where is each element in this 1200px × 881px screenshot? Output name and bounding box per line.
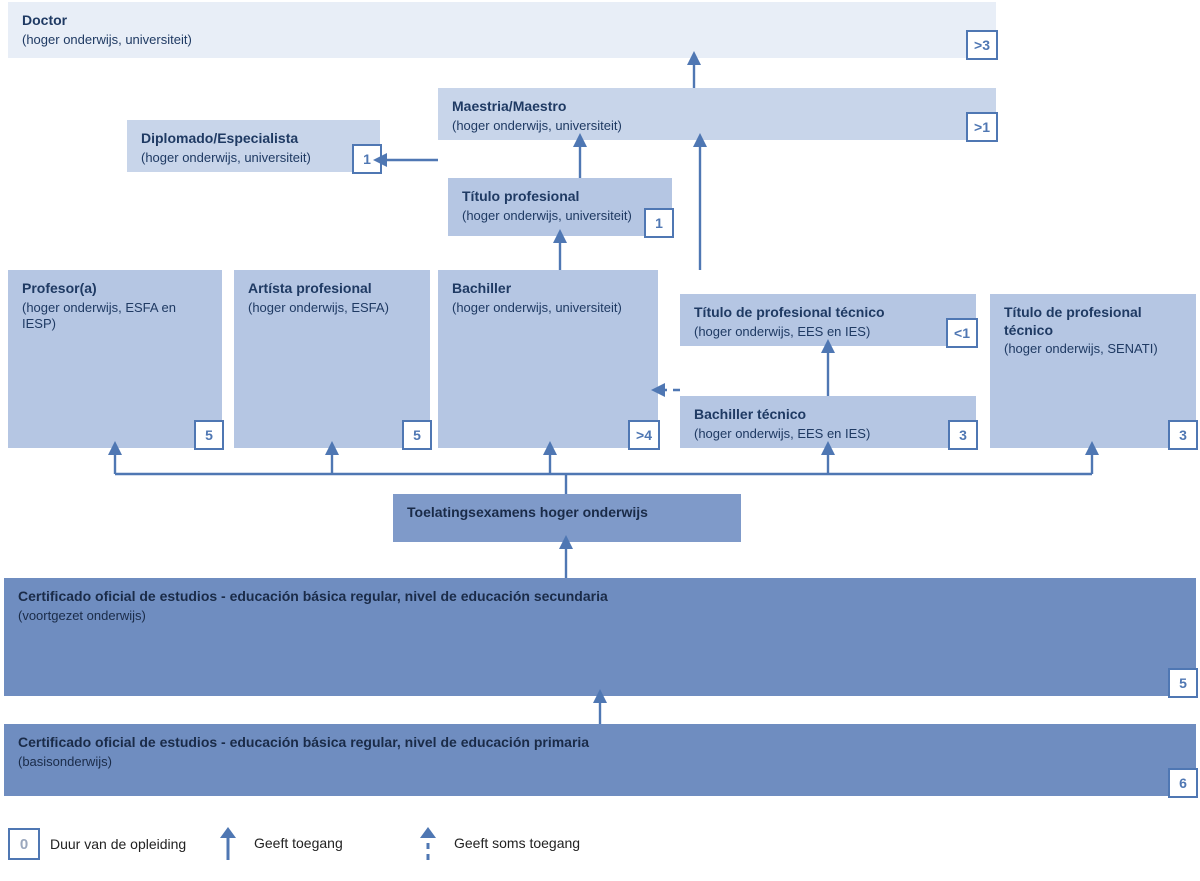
duration-badge: 5 [194,420,224,450]
duration-badge: 1 [352,144,382,174]
node-bachiller_tecnico: Bachiller técnico (hoger onderwijs, EES e… [680,396,976,448]
node-maestria: Maestria/Maestro (hoger onderwijs, univer… [438,88,996,140]
node-artista: Artísta profesional (hoger onderwijs, ESF… [234,270,430,448]
duration-badge: 6 [1168,768,1198,798]
node-subtitle: (hoger onderwijs, EES en IES) [694,324,962,341]
node-doctor: Doctor (hoger onderwijs, universiteit)>3 [8,2,996,58]
node-subtitle: (hoger onderwijs, EES en IES) [694,426,962,443]
node-title: Diplomado/Especialista [141,130,366,148]
node-title: Certificado oficial de estudios - educac… [18,588,1182,606]
node-subtitle: (hoger onderwijs, universiteit) [462,208,658,225]
node-title: Maestria/Maestro [452,98,982,116]
node-title: Bachiller técnico [694,406,962,424]
duration-badge: >4 [628,420,660,450]
duration-badge: 5 [402,420,432,450]
node-profesor: Profesor(a) (hoger onderwijs, ESFA en IES… [8,270,222,448]
node-subtitle: (hoger onderwijs, universiteit) [22,32,982,49]
node-title: Profesor(a) [22,280,208,298]
legend-access-label: Geeft toegang [254,835,343,851]
legend-duration-swatch: 0 [8,828,40,860]
duration-badge: 3 [948,420,978,450]
node-titulo_prof: Título profesional (hoger onderwijs, univ… [448,178,672,236]
legend-sometimes-label: Geeft soms toegang [454,835,580,851]
node-subtitle: (hoger onderwijs, universiteit) [452,118,982,135]
node-titulo_tecnico_senati: Título de profesional técnico (hoger onde… [990,294,1196,448]
node-title: Doctor [22,12,982,30]
duration-badge: 1 [644,208,674,238]
legend-arrow-dashed-icon [412,824,444,862]
node-subtitle: (hoger onderwijs, universiteit) [452,300,644,317]
node-title: Artísta profesional [248,280,416,298]
node-title: Bachiller [452,280,644,298]
node-diplomado: Diplomado/Especialista (hoger onderwijs, … [127,120,380,172]
node-titulo_tecnico_ees: Título de profesional técnico (hoger onde… [680,294,976,346]
node-subtitle: (hoger onderwijs, ESFA) [248,300,416,317]
node-title: Toelatingsexamens hoger onderwijs [407,504,727,522]
duration-badge: <1 [946,318,978,348]
legend-access: Geeft toegang [212,824,343,862]
legend-duration-label: Duur van de opleiding [50,836,186,852]
node-bachiller: Bachiller (hoger onderwijs, universiteit)… [438,270,658,448]
node-subtitle: (hoger onderwijs, universiteit) [141,150,366,167]
node-title: Certificado oficial de estudios - educac… [18,734,1182,752]
node-subtitle: (hoger onderwijs, SENATI) [1004,341,1182,358]
legend-arrow-solid-icon [212,824,244,862]
node-subtitle: (voortgezet onderwijs) [18,608,1182,625]
node-subtitle: (basisonderwijs) [18,754,1182,771]
node-title: Título de profesional técnico [1004,304,1182,339]
node-subtitle: (hoger onderwijs, ESFA en IESP) [22,300,208,334]
node-title: Título profesional [462,188,658,206]
legend-duration: 0 Duur van de opleiding [8,828,186,860]
duration-badge: 5 [1168,668,1198,698]
duration-badge: >1 [966,112,998,142]
node-toelatings: Toelatingsexamens hoger onderwijs [393,494,741,542]
node-primaria: Certificado oficial de estudios - educac… [4,724,1196,796]
legend-sometimes: Geeft soms toegang [412,824,580,862]
node-secundaria: Certificado oficial de estudios - educac… [4,578,1196,696]
node-title: Título de profesional técnico [694,304,962,322]
duration-badge: 3 [1168,420,1198,450]
duration-badge: >3 [966,30,998,60]
